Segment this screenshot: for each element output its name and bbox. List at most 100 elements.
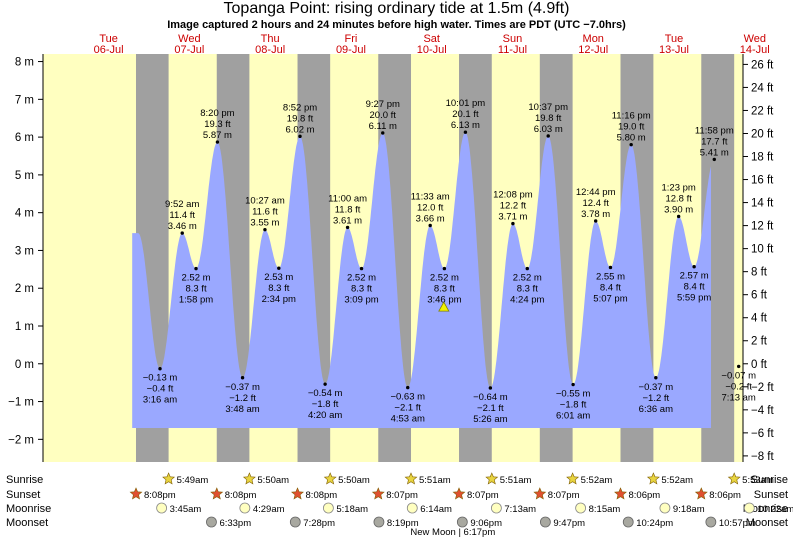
low-tide-time: 7:13 am: [722, 392, 756, 403]
right-tick-label: 10 ft: [751, 244, 774, 256]
right-tick-label: 16 ft: [751, 175, 774, 187]
high-tide-meters: 5.80 m: [617, 133, 646, 144]
sunset-icon: [533, 487, 547, 500]
low-tide-feet: −0.4 ft: [147, 384, 174, 395]
sunset-icon: [371, 487, 385, 500]
moonrise-icon: [322, 502, 334, 514]
tide-extreme-dot: [525, 266, 529, 271]
day-date-label: 06-Jul: [94, 44, 124, 56]
high-tide-time: 12:44 pm: [576, 187, 616, 198]
moonset-time: 9:47pm: [553, 518, 585, 529]
low-tide-feet: −2.1 ft: [477, 403, 504, 414]
high-tide-feet: 19.3 ft: [204, 119, 231, 130]
low-tide-time: 6:01 am: [556, 411, 590, 422]
low-tide-time: 5:26 am: [473, 414, 507, 425]
tide-extreme-dot: [629, 142, 633, 147]
day-name-label: Fri: [345, 33, 358, 45]
high-tide-time: 9:27 pm: [366, 99, 400, 110]
sunrise-time: 5:53am: [742, 475, 774, 486]
high-tide-time: 11:33 am: [411, 192, 450, 203]
moonset-icon: [289, 516, 301, 528]
low-tide-time: 2:34 pm: [262, 294, 296, 305]
high-tide-feet: 11.8 ft: [335, 204, 361, 215]
day-date-label: 11-Jul: [498, 44, 527, 56]
right-tick-label: 0 ft: [751, 359, 768, 371]
moonset-icon: [539, 516, 551, 528]
day-date-label: 07-Jul: [174, 44, 204, 56]
right-tick-label: 20 ft: [751, 128, 774, 140]
sunset-time: 8:08pm: [306, 490, 338, 501]
left-tick-label: 2 m: [15, 283, 34, 295]
sunset-time: 8:07pm: [386, 490, 418, 501]
left-tick-label: 8 m: [15, 57, 34, 69]
sunrise-time: 5:51am: [500, 475, 532, 486]
tide-extreme-dot: [240, 376, 245, 380]
sunset-time: 8:06pm: [629, 490, 661, 501]
moonrise-icon: [239, 502, 251, 514]
moonset-time: 10:24pm: [636, 518, 673, 529]
right-tick-label: 8 ft: [751, 267, 768, 279]
high-tide-feet: 20.0 ft: [370, 110, 397, 121]
high-tide-feet: 11.6 ft: [252, 207, 278, 218]
tide-extreme-dot: [676, 214, 681, 219]
low-tide-meters: −0.55 m: [556, 389, 591, 400]
high-tide-meters: 6.02 m: [285, 124, 314, 135]
low-tide-meters: 2.52 m: [430, 273, 459, 284]
tide-extreme-dot: [463, 130, 468, 134]
low-tide-meters: 2.52 m: [182, 273, 211, 284]
row-label-right-sunset: Sunset: [754, 489, 788, 501]
low-tide-meters: −0.37 m: [639, 382, 674, 393]
moonrise-time: 4:29am: [253, 504, 285, 515]
low-tide-meters: −0.54 m: [308, 388, 343, 399]
moonrise-icon: [490, 502, 502, 514]
low-tide-feet: 8.3 ft: [517, 284, 538, 295]
high-tide-time: 11:16 pm: [612, 111, 651, 122]
right-tick-label: −6 ft: [751, 428, 775, 440]
tide-extreme-dot: [442, 266, 447, 271]
high-tide-meters: 3.66 m: [416, 214, 445, 225]
low-tide-time: 4:24 pm: [510, 295, 544, 306]
low-tide-time: 6:36 am: [639, 404, 673, 415]
moonrise-time: 9:18am: [673, 504, 705, 515]
sunrise-icon: [485, 472, 499, 485]
high-tide-meters: 3.55 m: [250, 218, 279, 229]
moonset-icon: [622, 516, 634, 528]
sunrise-icon: [162, 472, 176, 485]
tide-extreme-dot: [608, 265, 613, 270]
high-tide-meters: 6.11 m: [369, 121, 397, 132]
moonrise-time: 10:22am: [757, 504, 793, 515]
moonset-time: 9:06pm: [470, 518, 502, 529]
sunrise-time: 5:51am: [419, 475, 451, 486]
day-name-label: Wed: [744, 33, 766, 45]
high-tide-meters: 6.03 m: [534, 124, 563, 135]
left-tick-label: 0 m: [15, 359, 34, 371]
high-tide-meters: 5.41 m: [700, 147, 729, 158]
high-tide-feet: 12.2 ft: [500, 201, 527, 212]
tide-extreme-dot: [194, 266, 198, 271]
high-tide-time: 8:20 pm: [200, 108, 234, 119]
tide-extreme-dot: [215, 140, 220, 144]
sunrise-time: 5:50am: [257, 475, 289, 486]
tide-extreme-dot: [546, 134, 550, 138]
low-tide-time: 4:20 am: [308, 410, 342, 421]
high-tide-feet: 12.0 ft: [417, 203, 444, 214]
low-tide-feet: 8.3 ft: [351, 284, 372, 295]
row-label-sunset: Sunset: [6, 489, 40, 501]
low-tide-meters: 2.52 m: [347, 273, 376, 284]
day-date-label: 09-Jul: [336, 44, 366, 56]
moonset-icon: [206, 516, 217, 528]
low-tide-feet: −1.8 ft: [312, 399, 339, 410]
sunrise-time: 5:50am: [338, 475, 370, 486]
moonset-time: 8:19pm: [387, 518, 419, 529]
low-tide-feet: 8.4 ft: [600, 282, 621, 293]
chart-title: Topanga Point: rising ordinary tide at 1…: [223, 0, 570, 17]
right-tick-label: 22 ft: [751, 105, 774, 117]
tide-extreme-dot: [323, 382, 327, 386]
left-tick-label: 5 m: [15, 170, 34, 182]
high-tide-meters: 3.90 m: [664, 204, 693, 215]
low-tide-feet: −0.2 ft: [725, 381, 752, 392]
high-tide-time: 8:52 pm: [283, 102, 317, 113]
chart-subtitle: Image captured 2 hours and 24 minutes be…: [167, 19, 626, 31]
tide-extreme-dot: [736, 364, 741, 369]
